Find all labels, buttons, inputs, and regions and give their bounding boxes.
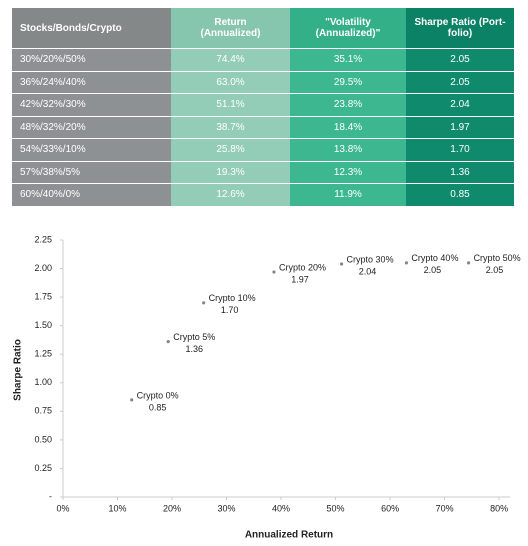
point: [466, 261, 471, 265]
y-tick-label: 1.00: [34, 377, 52, 387]
table-cell: 2.04: [406, 93, 514, 116]
table-row: 36%/24%/40% 63.0% 29.5% 2.05: [12, 70, 514, 94]
table-row: 54%/33%/10% 25.8% 13.8% 1.70: [12, 138, 514, 161]
table-cell: 74.4%: [171, 48, 290, 71]
header-cell: "Volatility (Annualized)": [290, 8, 406, 49]
x-tick-label: 20%: [163, 503, 181, 513]
table-cell: 42%/32%/30%: [12, 93, 171, 116]
table-cell: 2.05: [406, 70, 514, 94]
value-label: 2.05: [486, 265, 504, 275]
point-label: Crypto 10%: [209, 293, 256, 303]
table-cell: 29.5%: [290, 70, 406, 94]
table-cell: 19.3%: [171, 160, 290, 184]
header-cell: Stocks/Bonds/Crypto: [12, 8, 171, 49]
table-cell: 1.70: [406, 138, 514, 161]
value-label: 0.85: [149, 402, 167, 412]
point-label: Crypto 30%: [347, 254, 394, 264]
table-cell: 38.7%: [171, 115, 290, 139]
point: [130, 398, 134, 402]
y-tick-label: 0.25: [34, 463, 52, 473]
table-cell: 13.8%: [290, 138, 406, 161]
point: [272, 270, 276, 274]
x-tick-label: 10%: [109, 503, 127, 513]
table-cell: 63.0%: [171, 70, 290, 94]
table-cell: 36%/24%/40%: [12, 70, 171, 94]
value-label: 2.05: [424, 265, 442, 275]
table-cell: 0.85: [406, 183, 514, 206]
table-cell: 35.1%: [290, 48, 406, 71]
x-tick-label: 30%: [218, 503, 236, 513]
value-label: 2.04: [359, 266, 377, 276]
table-cell: 2.05: [406, 48, 514, 71]
y-tick-label: 0.75: [34, 406, 52, 416]
point-label: Crypto 5%: [173, 332, 215, 342]
x-tick-label: 50%: [327, 503, 345, 513]
header-cell: Return (Annualized): [171, 8, 290, 49]
x-tick-label: 70%: [436, 503, 454, 513]
table-cell: 1.97: [406, 115, 514, 139]
header-cell: Sharpe Ratio (Port- folio): [406, 8, 514, 49]
table-cell: 57%/38%/5%: [12, 160, 171, 184]
table-cell: 12.6%: [171, 183, 290, 206]
table-cell: 1.36: [406, 160, 514, 184]
table-row: 48%/32%/20% 38.7% 18.4% 1.97: [12, 115, 514, 139]
point-label: Crypto 0%: [137, 390, 179, 400]
point: [404, 261, 409, 265]
table-row: 60%/40%/0% 12.6% 11.9% 0.85: [12, 183, 514, 206]
table-cell: 18.4%: [290, 115, 406, 139]
value-label: 1.36: [185, 344, 203, 354]
x-tick-label: 0%: [56, 503, 69, 513]
table-cell: 25.8%: [171, 138, 290, 161]
y-tick-label: 0.50: [34, 434, 52, 444]
table-cell: 48%/32%/20%: [12, 115, 171, 139]
table-cell: 12.3%: [290, 160, 406, 184]
x-tick-label: 40%: [272, 503, 290, 513]
table-cell: 23.8%: [290, 93, 406, 116]
point: [166, 340, 170, 344]
data-table: Stocks/Bonds/Crypto Return (Annualized) …: [12, 8, 514, 206]
value-label: 1.97: [291, 274, 309, 284]
table-row: 57%/38%/5% 19.3% 12.3% 1.36: [12, 160, 514, 184]
y-tick-label: 1.25: [34, 349, 52, 359]
table-row: 30%/20%/50% 74.4% 35.1% 2.05: [12, 48, 514, 71]
y-tick-label: 2.25: [34, 234, 52, 244]
point: [339, 262, 344, 266]
x-axis-title: Annualized Return: [245, 530, 333, 541]
point-label: Crypto 50%: [474, 253, 521, 263]
y-tick-label: 1.75: [34, 291, 52, 301]
table-cell: 11.9%: [290, 183, 406, 206]
table-row: 42%/32%/30% 51.1% 23.8% 2.04: [12, 93, 514, 116]
point: [202, 301, 206, 305]
value-label: 1.70: [221, 305, 239, 315]
table-cell: 30%/20%/50%: [12, 48, 171, 71]
table-cell: 54%/33%/10%: [12, 138, 171, 161]
table-cell: 51.1%: [171, 93, 290, 116]
x-tick-label: 60%: [381, 503, 399, 513]
point-label: Crypto 20%: [279, 262, 326, 272]
x-tick-label: 80%: [490, 503, 508, 513]
table-cell: 60%/40%/0%: [12, 183, 171, 206]
y-axis-title: Sharpe Ratio: [13, 339, 24, 401]
point-label: Crypto 40%: [411, 253, 458, 263]
y-tick-label: 1.50: [34, 320, 52, 330]
y-tick-label: 2.00: [34, 263, 52, 273]
y-tick-label: -: [49, 491, 52, 501]
